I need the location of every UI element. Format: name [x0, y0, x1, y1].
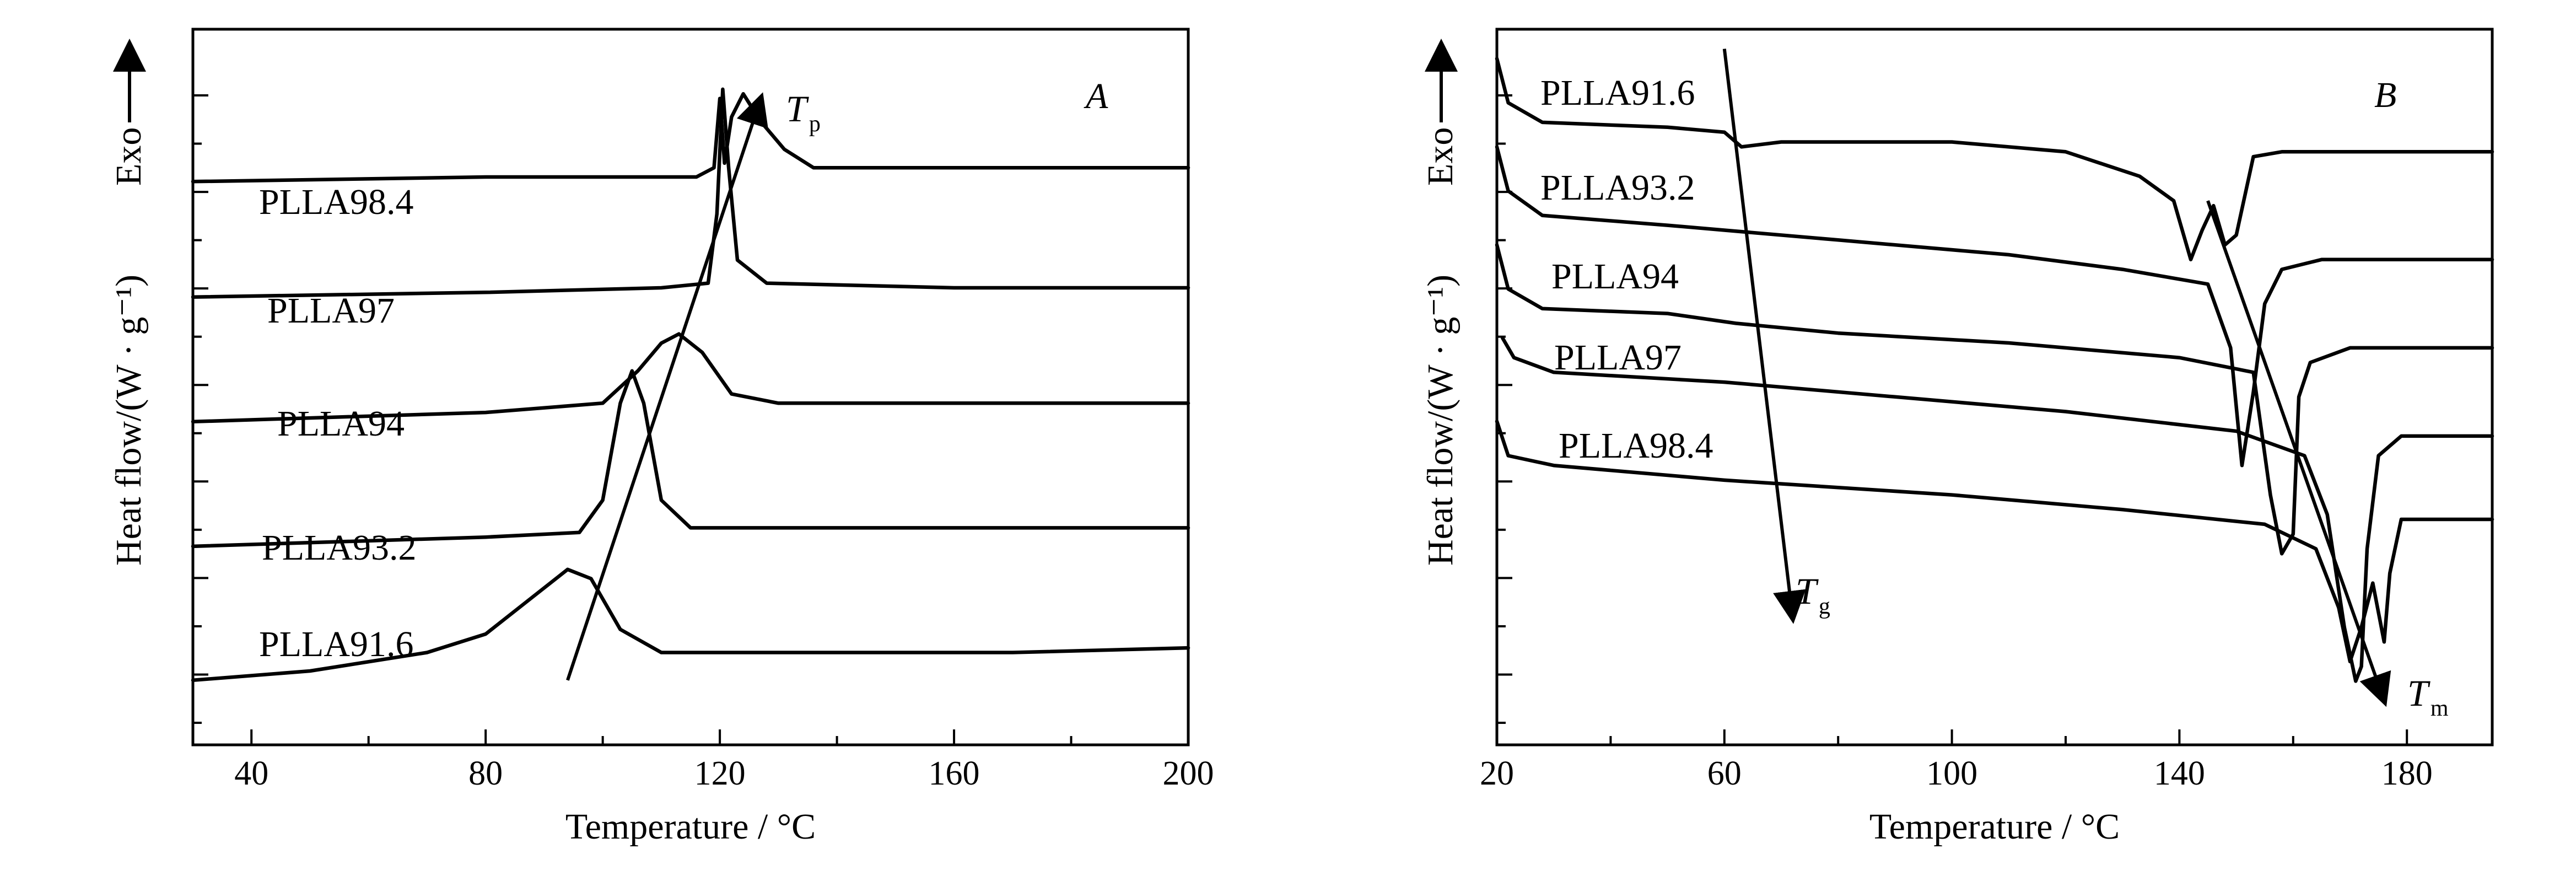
panel-b-tm-symbol: Tm: [2407, 672, 2449, 721]
curve-plla93-2: [1495, 145, 2494, 468]
panel-a-plot-frame: [191, 28, 1190, 747]
panel-b: 20 60 100 140 180 PLLA91.6 PLLA93.2 PLLA94 P…: [1420, 28, 2494, 847]
panel-a-tp-arrow: [566, 92, 768, 681]
panel-a-label-plla91-6: PLLA91.6: [259, 624, 414, 664]
panel-b-y-axis-title: Heat flow/(W · g⁻¹) Exo: [1420, 39, 1461, 566]
panel-b-y-ticks: [1497, 94, 1512, 724]
panel-a-x-axis-title: Temperature / °C: [565, 807, 816, 847]
panel-b-label-plla98-4: PLLA98.4: [1559, 426, 1713, 466]
curve-plla91-6: [1495, 57, 2494, 262]
x-tick-label: 20: [1480, 755, 1514, 792]
panel-a: 40 80 120 160 200 PLLA98.4 PLLA97 PLLA94 PLL…: [109, 28, 1214, 847]
x-tick-label: 120: [694, 755, 746, 792]
panel-b-x-ticks: 20 60 100 140 180: [1480, 729, 2433, 792]
panel-b-trend-arrows: [1722, 49, 2391, 707]
panel-a-tp-symbol: Tp: [786, 88, 821, 137]
x-tick-label: 100: [1926, 755, 1977, 792]
x-tick-label: 200: [1163, 755, 1214, 792]
x-tick-label: 180: [2381, 755, 2433, 792]
panel-b-label-plla97: PLLA97: [1554, 337, 1682, 378]
panel-a-label-plla93-2: PLLA93.2: [262, 528, 417, 568]
panel-b-exo-label: Exo: [1420, 127, 1461, 186]
panel-a-x-ticks: 40 80 120 160 200: [234, 729, 1214, 792]
panel-b-plot-frame: [1495, 28, 2494, 747]
curve-plla93-2: [191, 369, 1190, 549]
curve-plla97: [1501, 336, 2494, 683]
curve-plla98-4: [1495, 419, 2494, 664]
x-tick-label: 160: [929, 755, 980, 792]
trend-arrow-2: [2206, 200, 2391, 707]
panel-b-curves: [1495, 57, 2494, 683]
curve-plla91-6: [191, 567, 1190, 683]
panel-a-exo-label: Exo: [109, 127, 149, 186]
x-tick-label: 80: [468, 755, 503, 792]
curve-plla94: [191, 332, 1190, 424]
panel-a-label-plla94: PLLA94: [277, 404, 405, 444]
panel-a-curves: [191, 87, 1190, 683]
panel-b-tg-symbol: Tg: [1796, 570, 1830, 619]
panel-b-y-axis-label: Heat flow/(W · g⁻¹): [1420, 275, 1461, 566]
curve-plla98-4: [191, 92, 1190, 184]
panel-b-label-plla94: PLLA94: [1551, 256, 1679, 297]
x-tick-label: 140: [2154, 755, 2205, 792]
panel-a-y-axis-title: Heat flow/(W · g⁻¹) Exo: [109, 39, 149, 566]
panel-a-y-ticks: [193, 94, 208, 724]
panel-b-label-plla91-6: PLLA91.6: [1540, 73, 1695, 113]
panel-a-label-plla97: PLLA97: [267, 291, 395, 331]
panel-a-tag: A: [1084, 76, 1108, 116]
trend-arrow-1: [566, 92, 768, 681]
x-tick-label: 60: [1707, 755, 1742, 792]
x-tick-label: 40: [234, 755, 268, 792]
panel-a-y-axis-label: Heat flow/(W · g⁻¹): [109, 275, 149, 566]
panel-a-label-plla98-4: PLLA98.4: [259, 182, 414, 222]
trend-arrow-1: [1722, 49, 1806, 624]
curve-plla97: [191, 87, 1190, 299]
panel-b-tag: B: [2374, 75, 2396, 115]
panel-b-x-axis-title: Temperature / °C: [1869, 807, 2120, 847]
panel-b-label-plla93-2: PLLA93.2: [1540, 168, 1695, 208]
curve-plla94: [1495, 243, 2494, 556]
